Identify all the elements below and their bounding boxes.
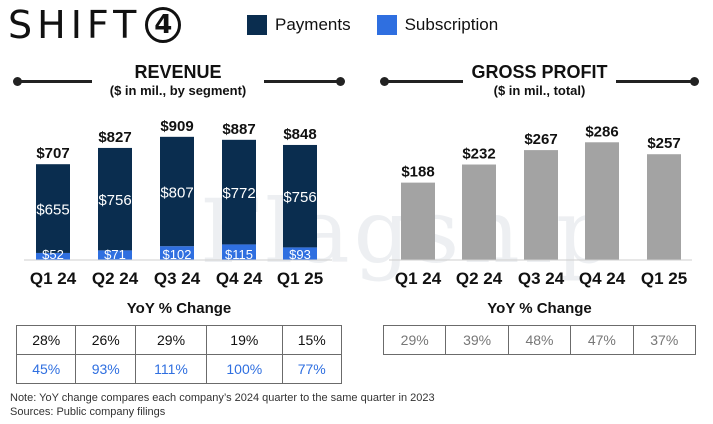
legend-label-payments: Payments xyxy=(275,15,351,34)
data-label-payments-q1-25: $756 xyxy=(283,189,316,206)
bar-gross-profit-q2-24 xyxy=(462,164,496,260)
gross-rule-left xyxy=(380,77,463,86)
bar-subscription-q3-24 xyxy=(160,246,194,260)
data-label-subscription-q3-24: $102 xyxy=(163,247,192,262)
revenue-yoy-table: 28% 26% 29% 19% 15% 45% 93% 111% 100% 77… xyxy=(15,325,342,384)
bar-subscription-q1-25 xyxy=(283,247,317,260)
data-label-total-q1-25: $848 xyxy=(283,126,316,143)
gross-yoy-table: 29% 39% 48% 47% 37% xyxy=(382,325,697,355)
tick-label-gross-profit-q3-24: Q3 24 xyxy=(518,269,565,288)
bar-subscription-q4-24 xyxy=(222,244,256,260)
bar-payments-q1-25 xyxy=(283,144,317,248)
revenue-yoy-total-q4-24: 19% xyxy=(206,325,283,355)
tick-label-gross-profit-q2-24: Q2 24 xyxy=(456,269,503,288)
data-label-gross-profit-q1-25: $257 xyxy=(647,135,680,152)
data-label-gross-profit-q3-24: $267 xyxy=(524,131,557,148)
gross-yoy-q1-25: 37% xyxy=(632,325,697,355)
revenue-yoy-sub-q2-24: 93% xyxy=(75,354,136,384)
shift4-logo: SHIFT 4 xyxy=(8,2,182,48)
gross-yoy-q2-24: 39% xyxy=(445,325,509,355)
sources: Sources: Public company filings xyxy=(10,406,166,418)
data-label-payments-q2-24: $756 xyxy=(98,192,131,209)
revenue-title: REVENUE xyxy=(134,62,222,82)
legend-swatch-payments xyxy=(247,15,267,35)
logo-digit: 4 xyxy=(154,10,173,40)
revenue-yoy-sub-q1-25: 77% xyxy=(281,354,342,384)
data-label-subscription-q2-24: $71 xyxy=(104,247,126,262)
bar-gross-profit-q4-24 xyxy=(585,142,619,260)
revenue-yoy-total-q2-24: 26% xyxy=(75,325,136,355)
bar-subscription-q1-24 xyxy=(36,252,70,260)
bar-payments-q4-24 xyxy=(222,139,256,245)
tick-label-gross-profit-q1-25: Q1 25 xyxy=(641,269,687,288)
data-label-subscription-q4-24: $115 xyxy=(225,247,253,262)
gross-title-block: GROSS PROFIT ($ in mil., total) xyxy=(463,62,616,98)
data-label-gross-profit-q1-24: $188 xyxy=(401,164,434,181)
revenue-yoy-total-q1-25: 15% xyxy=(281,325,342,355)
data-label-gross-profit-q4-24: $286 xyxy=(585,123,618,140)
gross-yoy-q4-24: 47% xyxy=(570,325,634,355)
legend-swatch-subscription xyxy=(376,15,397,35)
gross-yoy-title: YoY % Change xyxy=(487,300,592,317)
revenue-rule-right xyxy=(264,77,345,86)
data-label-payments-q3-24: $807 xyxy=(160,185,193,202)
revenue-rule-left xyxy=(13,77,92,86)
data-label-total-q3-24: $909 xyxy=(160,118,193,135)
revenue-yoy-total-q1-24: 28% xyxy=(15,325,77,355)
bar-payments-q1-24 xyxy=(36,164,70,253)
gross-rule-right xyxy=(616,77,699,86)
logo-text: SHIFT xyxy=(8,3,142,47)
legend-item-subscription: Subscription xyxy=(376,15,499,35)
data-label-subscription-q1-24: $52 xyxy=(42,247,64,262)
bar-gross-profit-q3-24 xyxy=(524,150,558,260)
logo-circle-icon: 4 xyxy=(145,7,182,43)
revenue-yoy-sub-q3-24: 111% xyxy=(134,354,208,384)
bar-payments-q3-24 xyxy=(160,136,194,247)
tick-label-revenue-q2-24: Q2 24 xyxy=(92,269,139,288)
tick-label-revenue-q1-24: Q1 24 xyxy=(30,269,77,288)
data-label-total-q2-24: $827 xyxy=(98,129,131,146)
gross-subtitle: ($ in mil., total) xyxy=(493,83,586,98)
revenue-yoy-title: YoY % Change xyxy=(126,300,232,317)
bar-subscription-q2-24 xyxy=(98,250,132,260)
legend: Payments Subscription xyxy=(247,15,524,35)
gross-yoy-q3-24: 48% xyxy=(507,325,572,355)
tick-label-revenue-q1-25: Q1 25 xyxy=(277,269,323,288)
footnote: Note: YoY change compares each company’s… xyxy=(10,392,435,404)
tick-label-gross-profit-q1-24: Q1 24 xyxy=(395,269,442,288)
data-label-payments-q4-24: $772 xyxy=(222,185,255,202)
legend-item-payments: Payments xyxy=(247,15,351,35)
data-label-total-q1-24: $707 xyxy=(36,145,69,162)
bar-gross-profit-q1-25 xyxy=(647,154,681,260)
revenue-subtitle: ($ in mil., by segment) xyxy=(109,83,247,98)
revenue-yoy-sub-q4-24: 100% xyxy=(206,354,283,384)
data-label-gross-profit-q2-24: $232 xyxy=(462,146,495,163)
gross-yoy-q1-24: 29% xyxy=(382,325,447,355)
revenue-title-block: REVENUE ($ in mil., by segment) xyxy=(92,62,264,98)
table-row: 29% 39% 48% 47% 37% xyxy=(382,325,697,355)
table-row: 28% 26% 29% 19% 15% xyxy=(15,325,342,355)
table-row: 45% 93% 111% 100% 77% xyxy=(15,354,342,384)
revenue-yoy-total-q3-24: 29% xyxy=(134,325,208,355)
bar-payments-q2-24 xyxy=(98,147,132,251)
legend-label-subscription: Subscription xyxy=(404,15,499,34)
tick-label-gross-profit-q4-24: Q4 24 xyxy=(579,269,626,288)
tick-label-revenue-q3-24: Q3 24 xyxy=(154,269,201,288)
data-label-subscription-q1-25: $93 xyxy=(289,247,311,262)
tick-label-revenue-q4-24: Q4 24 xyxy=(216,269,263,288)
bar-gross-profit-q1-24 xyxy=(401,182,435,260)
gross-title: GROSS PROFIT xyxy=(471,62,608,82)
revenue-yoy-sub-q1-24: 45% xyxy=(15,354,77,384)
data-label-payments-q1-24: $655 xyxy=(36,202,69,219)
data-label-total-q4-24: $887 xyxy=(222,121,255,138)
